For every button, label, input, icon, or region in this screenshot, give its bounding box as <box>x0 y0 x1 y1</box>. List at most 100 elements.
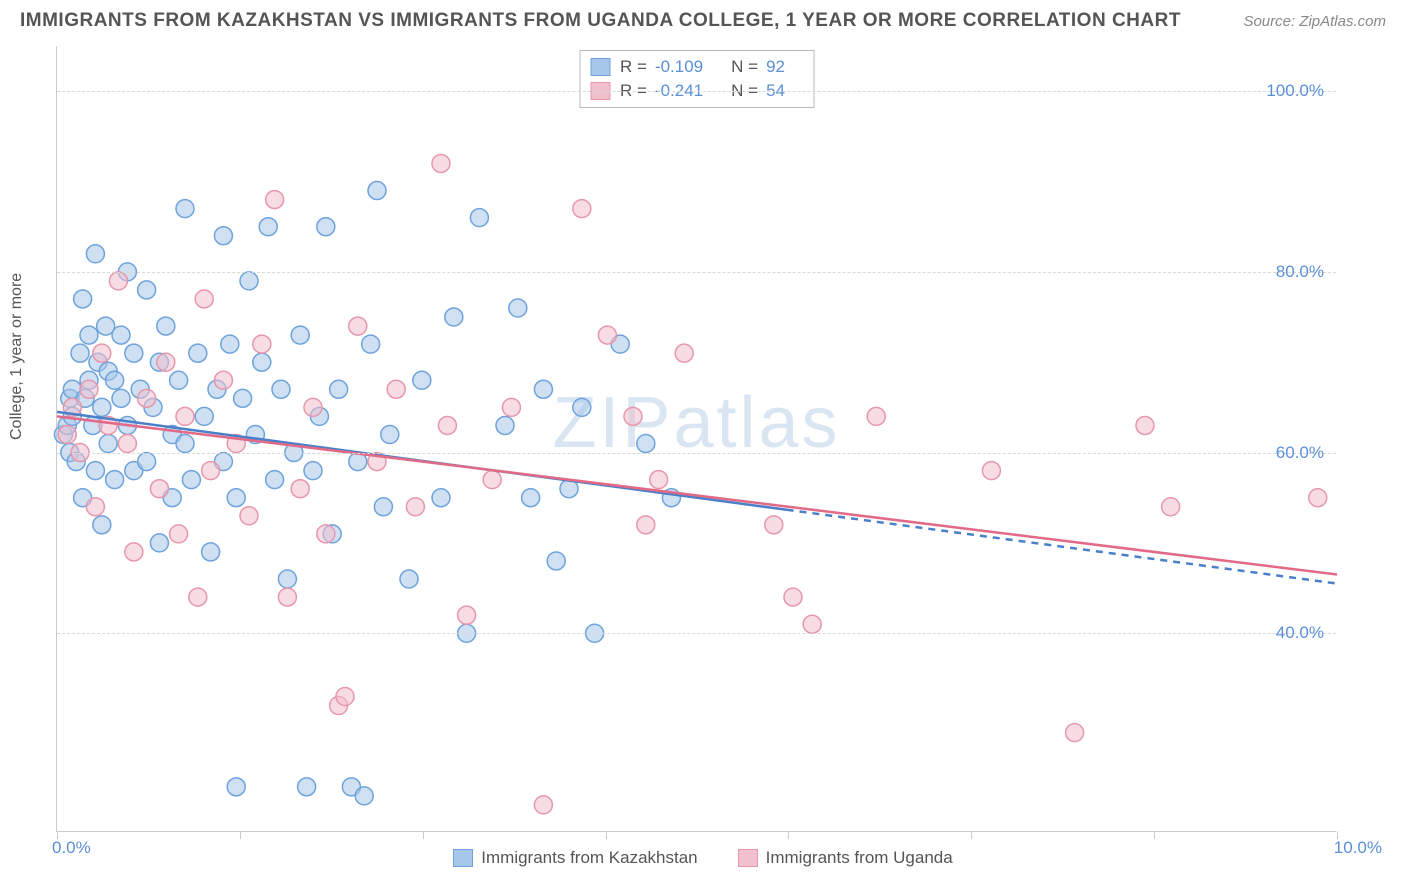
gridline <box>57 633 1336 634</box>
data-point <box>304 462 322 480</box>
data-point <box>317 525 335 543</box>
swatch-uganda-icon <box>738 849 758 867</box>
data-point <box>138 389 156 407</box>
data-point <box>71 344 89 362</box>
data-point <box>86 498 104 516</box>
data-point <box>355 787 373 805</box>
data-point <box>867 407 885 425</box>
data-point <box>406 498 424 516</box>
legend-label-kazakhstan: Immigrants from Kazakhstan <box>481 848 697 868</box>
data-point <box>202 543 220 561</box>
data-point <box>138 453 156 471</box>
data-point <box>125 344 143 362</box>
legend-item-uganda: Immigrants from Uganda <box>738 848 953 868</box>
data-point <box>112 389 130 407</box>
data-point <box>650 471 668 489</box>
data-point <box>253 353 271 371</box>
data-point <box>58 425 76 443</box>
data-point <box>387 380 405 398</box>
data-point <box>138 281 156 299</box>
data-point <box>374 498 392 516</box>
data-point <box>221 335 239 353</box>
regression-line <box>57 416 1337 574</box>
data-point <box>509 299 527 317</box>
data-point <box>234 389 252 407</box>
data-point <box>336 687 354 705</box>
data-point <box>150 480 168 498</box>
data-point <box>182 471 200 489</box>
data-point <box>259 218 277 236</box>
data-point <box>80 326 98 344</box>
x-tick <box>971 831 972 839</box>
data-point <box>1066 724 1084 742</box>
data-point <box>106 471 124 489</box>
data-point <box>765 516 783 534</box>
data-point <box>227 489 245 507</box>
data-point <box>214 371 232 389</box>
legend-label-uganda: Immigrants from Uganda <box>766 848 953 868</box>
regression-line-dashed <box>787 510 1337 584</box>
data-point <box>291 480 309 498</box>
data-point <box>522 489 540 507</box>
data-point <box>458 606 476 624</box>
scatter-svg <box>57 46 1336 831</box>
plot-area: ZIPatlas R = -0.109 N = 92 R = -0.241 N … <box>56 46 1336 832</box>
gridline <box>57 453 1336 454</box>
data-point <box>982 462 1000 480</box>
x-tick <box>1154 831 1155 839</box>
gridline <box>57 91 1336 92</box>
source-attribution: Source: ZipAtlas.com <box>1243 13 1386 30</box>
data-point <box>598 326 616 344</box>
data-point <box>86 462 104 480</box>
x-tick <box>788 831 789 839</box>
data-point <box>317 218 335 236</box>
data-point <box>362 335 380 353</box>
data-point <box>202 462 220 480</box>
data-point <box>176 407 194 425</box>
data-point <box>195 407 213 425</box>
data-point <box>118 435 136 453</box>
data-point <box>1309 489 1327 507</box>
data-point <box>112 326 130 344</box>
data-point <box>534 796 552 814</box>
y-tick-label: 80.0% <box>1276 262 1324 282</box>
data-point <box>227 778 245 796</box>
data-point <box>157 317 175 335</box>
data-point <box>266 471 284 489</box>
data-point <box>624 407 642 425</box>
swatch-kazakhstan-icon <box>453 849 473 867</box>
data-point <box>445 308 463 326</box>
y-tick-label: 40.0% <box>1276 623 1324 643</box>
chart-header: IMMIGRANTS FROM KAZAKHSTAN VS IMMIGRANTS… <box>0 0 1406 40</box>
data-point <box>675 344 693 362</box>
data-point <box>432 489 450 507</box>
data-point <box>195 290 213 308</box>
data-point <box>253 335 271 353</box>
data-point <box>1136 416 1154 434</box>
data-point <box>93 344 111 362</box>
data-point <box>272 380 290 398</box>
data-point <box>170 525 188 543</box>
gridline <box>57 272 1336 273</box>
y-tick-label: 60.0% <box>1276 443 1324 463</box>
data-point <box>93 398 111 416</box>
data-point <box>330 380 348 398</box>
data-point <box>547 552 565 570</box>
data-point <box>298 778 316 796</box>
data-point <box>189 344 207 362</box>
data-point <box>573 398 591 416</box>
data-point <box>1162 498 1180 516</box>
data-point <box>470 209 488 227</box>
data-point <box>784 588 802 606</box>
data-point <box>637 435 655 453</box>
data-point <box>150 534 168 552</box>
data-point <box>483 471 501 489</box>
data-point <box>125 543 143 561</box>
data-point <box>278 588 296 606</box>
y-tick-label: 100.0% <box>1266 81 1324 101</box>
x-tick <box>423 831 424 839</box>
data-point <box>189 588 207 606</box>
data-point <box>157 353 175 371</box>
data-point <box>93 516 111 534</box>
data-point <box>278 570 296 588</box>
